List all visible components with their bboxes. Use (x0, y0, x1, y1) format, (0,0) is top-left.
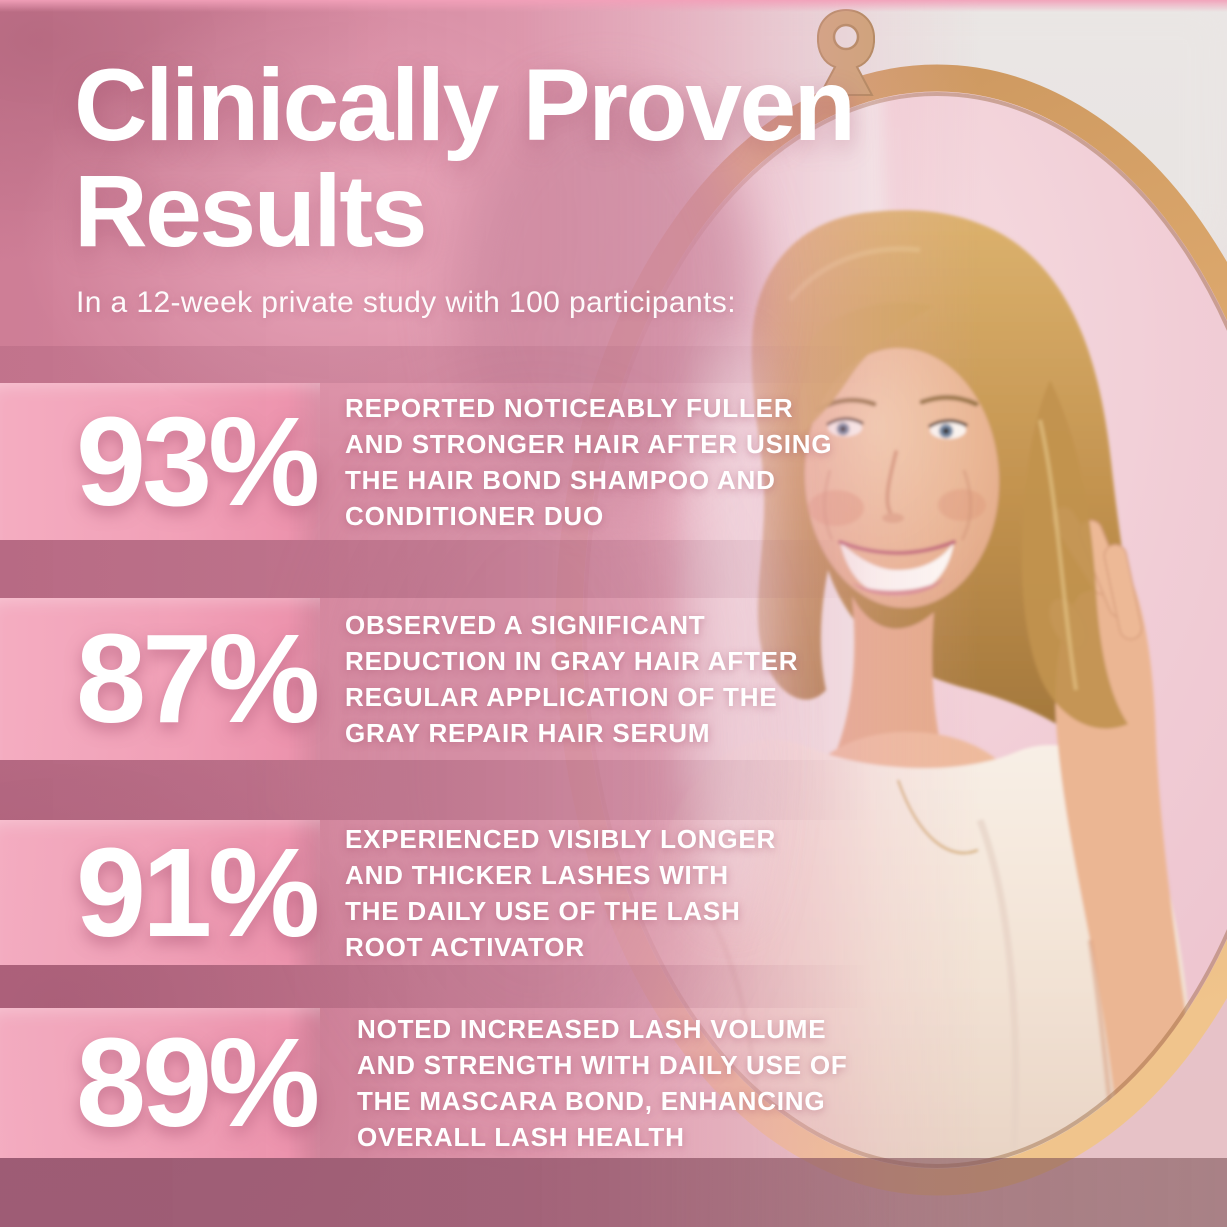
stat-line: THE HAIR BOND SHAMPOO AND (345, 464, 776, 495)
top-pink-strip (0, 0, 1227, 12)
page-title: Clinically Proven Results (74, 48, 856, 269)
stat-line: EXPERIENCED VISIBLY LONGER (345, 823, 777, 854)
foreground-blur-body (340, 440, 730, 1080)
title-line-2: Results (74, 154, 427, 269)
stat-line: REDUCTION IN GRAY HAIR AFTER (345, 646, 799, 676)
stat-row: 89% NOTED INCREASED LASH VOLUME AND STRE… (0, 1008, 847, 1158)
stat-line: CONDITIONER DUO (345, 500, 604, 531)
stat-band (0, 1008, 320, 1158)
stat-band (0, 820, 320, 965)
divider-stripe (0, 540, 900, 598)
stat-line: OVERALL LASH HEALTH (357, 1122, 685, 1152)
stat-band (0, 598, 320, 760)
foreground-light-streak (690, 340, 770, 920)
stat-row: 87% OBSERVED A SIGNIFICANT REDUCTION IN … (0, 598, 840, 760)
stat-line: AND STRONGER HAIR AFTER USING (345, 428, 833, 459)
divider-stripe (0, 965, 900, 1008)
stat-line: AND THICKER LASHES WITH (345, 859, 729, 890)
stat-row: 93% REPORTED NOTICEABLY FULLER AND STRON… (0, 383, 840, 540)
stat-line: REPORTED NOTICEABLY FULLER (345, 392, 794, 423)
stat-percent: 91% (76, 821, 320, 963)
stat-description: EXPERIENCED VISIBLY LONGER AND THICKER L… (345, 821, 776, 965)
stat-line: GRAY REPAIR HAIR SERUM (345, 718, 711, 748)
stat-line: NOTED INCREASED LASH VOLUME (357, 1014, 827, 1044)
stat-percent: 87% (76, 608, 320, 749)
stat-description: NOTED INCREASED LASH VOLUME AND STRENGTH… (357, 1011, 848, 1155)
stat-percent: 93% (76, 390, 320, 532)
stat-band (0, 383, 320, 540)
bottom-shade-band (0, 1158, 1227, 1227)
stat-line: THE MASCARA BOND, ENHANCING (357, 1086, 826, 1116)
stat-description: REPORTED NOTICEABLY FULLER AND STRONGER … (345, 390, 832, 534)
subtitle: In a 12-week private study with 100 part… (76, 286, 736, 319)
stat-line: REGULAR APPLICATION OF THE (345, 682, 778, 712)
stat-line: AND STRENGTH WITH DAILY USE OF (357, 1050, 848, 1080)
foreground-blur-head (455, 90, 755, 500)
stat-row: 91% EXPERIENCED VISIBLY LONGER AND THICK… (0, 820, 840, 965)
title-line-1: Clinically Proven (74, 48, 856, 162)
stat-percent: 89% (76, 1012, 320, 1153)
stat-line: THE DAILY USE OF THE LASH (345, 895, 741, 926)
divider-stripe (0, 346, 900, 383)
divider-stripe (0, 760, 900, 820)
stat-line: OBSERVED A SIGNIFICANT (345, 610, 706, 640)
stat-line: ROOT ACTIVATOR (345, 931, 585, 962)
stat-description: OBSERVED A SIGNIFICANT REDUCTION IN GRAY… (345, 607, 798, 751)
